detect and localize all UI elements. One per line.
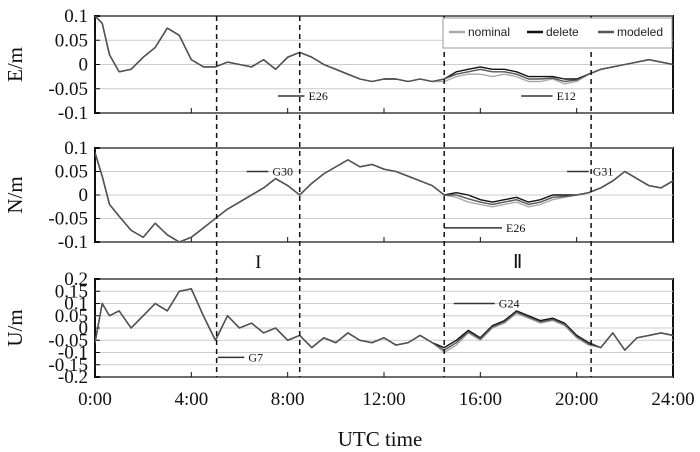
period-label: Ⅱ [513, 252, 522, 273]
series-line-modeled [95, 16, 673, 83]
annotation-label: G24 [499, 297, 520, 311]
x-tick-label: 4:00 [174, 389, 208, 410]
y-tick-label: 0 [79, 318, 89, 339]
annotation-label: E26 [506, 221, 525, 235]
y-tick-label: 0 [79, 185, 89, 206]
y-tick-label: -0.15 [48, 355, 88, 376]
x-axis-label: UTC time [338, 427, 423, 451]
series-line-modeled [95, 288, 673, 351]
y-tick-label: 0.1 [64, 6, 88, 27]
y-tick-label: 0 [79, 55, 89, 76]
y-tick-label: 0.1 [64, 138, 88, 159]
y-tick-label: -0.1 [58, 103, 88, 124]
legend-label-nominal: nominal [468, 25, 510, 39]
y-tick-label: 0.05 [55, 162, 88, 183]
y-tick-label: -0.05 [48, 330, 88, 351]
series-group [95, 288, 673, 354]
x-tick-label: 16:00 [459, 389, 502, 410]
x-tick-label: 12:00 [362, 389, 405, 410]
y-axis-label: N/m [3, 176, 27, 213]
x-tick-label: 0:00 [78, 389, 112, 410]
x-tick-label: 8:00 [271, 389, 305, 410]
y-tick-label: 0.15 [55, 281, 88, 302]
annotation-label: G7 [248, 350, 263, 364]
y-axis-label: U/m [3, 309, 27, 346]
annotation-label: G30 [272, 165, 293, 179]
event-lines-layer [215, 16, 592, 377]
y-axis-label: E/m [3, 47, 27, 82]
panel-2: 0.20.150.10.050-0.05-0.1-0.15-0.2 U/m G7 G2… [3, 269, 674, 388]
legend-box [442, 17, 673, 49]
y-tick-label: -0.1 [58, 232, 88, 253]
period-label: I [255, 252, 261, 273]
annotation-label: E12 [557, 89, 576, 103]
y-tick-label: 0.1 [64, 294, 88, 315]
series-group [95, 152, 673, 242]
legend-label-delete: delete [546, 25, 579, 39]
y-tick-label: -0.05 [48, 79, 88, 100]
x-tick-label: 20:00 [555, 389, 598, 410]
x-ticks-layer: 0:00 4:00 8:00 12:00 16:00 20:00 24:00 [78, 389, 695, 410]
panel-1: 0.1 0.050 -0.05-0.1 N/m G30 G31 E26 [3, 138, 674, 253]
x-tick-label: 24:00 [651, 389, 694, 410]
series-group [95, 16, 673, 85]
annotation-label: E26 [309, 89, 328, 103]
legend-label-modeled: modeled [617, 25, 663, 39]
y-tick-label: 0.05 [55, 30, 88, 51]
legend: nominal delete modeled [442, 17, 673, 49]
y-tick-label: -0.2 [58, 367, 88, 388]
y-tick-label: 0.2 [64, 269, 88, 290]
y-tick-label: 0.05 [55, 306, 88, 327]
y-tick-label: -0.05 [48, 209, 88, 230]
y-tick-label: -0.1 [58, 343, 88, 364]
annotation-label: G31 [593, 165, 614, 179]
series-line-modeled [95, 152, 673, 242]
